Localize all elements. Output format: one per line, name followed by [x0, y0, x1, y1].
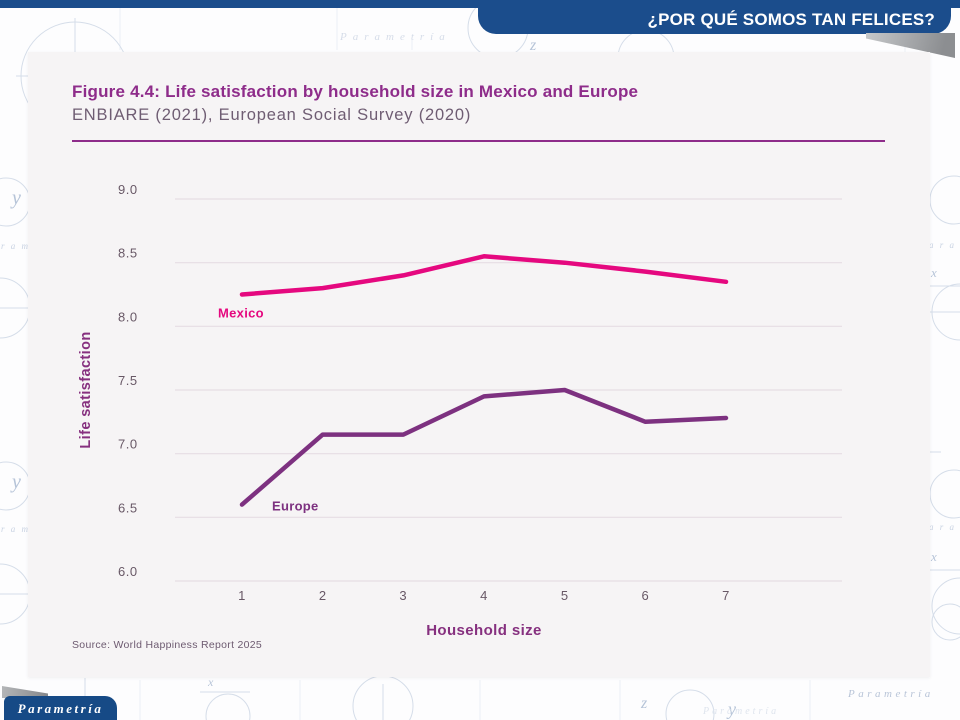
- y-tick-label: 9.0: [118, 182, 138, 197]
- x-axis-title: Household size: [426, 622, 542, 639]
- bg-watermark: Parametría: [703, 706, 780, 717]
- y-axis-title: Life satisfaction: [78, 331, 94, 448]
- bg-letter-z: z: [641, 695, 648, 712]
- bg-letter-x: x: [208, 675, 214, 689]
- y-tick-label: 8.5: [118, 246, 138, 261]
- x-tick-label: 7: [722, 588, 730, 603]
- bg-letter-y: y: [12, 471, 21, 493]
- bg-watermark: Parametría: [848, 688, 934, 700]
- source-note: Source: World Happiness Report 2025: [72, 639, 263, 651]
- x-tick-label: 5: [561, 588, 569, 603]
- bg-letter-x: x: [931, 549, 937, 564]
- europe-label: Europe: [272, 499, 319, 514]
- figure-card: Figure 4.4: Life satisfaction by househo…: [28, 52, 930, 677]
- bg-letter-y: y: [12, 187, 21, 209]
- mexico-label: Mexico: [218, 306, 264, 321]
- figure-title: Figure 4.4: Life satisfaction by househo…: [72, 82, 639, 101]
- y-tick-label: 6.0: [118, 564, 138, 579]
- header-band: ¿POR QUÉ SOMOS TAN FELICES?: [478, 0, 951, 34]
- logo-text: Parametría: [17, 701, 104, 716]
- y-tick-label: 7.0: [118, 437, 138, 452]
- bg-letter-z: z: [530, 37, 537, 54]
- europe-line: [239, 387, 729, 507]
- bg-watermark: Parametría: [340, 31, 451, 43]
- bg-letter-x: x: [931, 265, 937, 280]
- y-tick-label: 6.5: [118, 500, 138, 515]
- x-tick-label: 2: [319, 588, 327, 603]
- y-tick-label: 7.5: [118, 373, 138, 388]
- x-tick-label: 4: [480, 588, 488, 603]
- x-tick-label: 3: [399, 588, 407, 603]
- x-tick-label: 6: [642, 588, 650, 603]
- bg-watermark-fragment: r a m: [1, 241, 31, 251]
- parametria-logo: Parametría: [4, 696, 117, 720]
- slide-title: ¿POR QUÉ SOMOS TAN FELICES?: [647, 9, 935, 29]
- bg-letter-y: y: [728, 699, 736, 719]
- life-satisfaction-line-chart: 9.0 8.5 8.0 7.5 7.0 6.5 6.0 1 2 3 4 5 6 7 Mexico Europe…: [78, 182, 842, 639]
- x-tick-label: 1: [238, 588, 246, 603]
- bg-watermark-fragment: a r a: [929, 240, 957, 250]
- divider-line: [72, 140, 885, 142]
- mexico-line: [239, 254, 729, 297]
- bg-watermark-fragment: r a m: [1, 524, 31, 534]
- y-tick-label: 8.0: [118, 309, 138, 324]
- figure-subtitle: ENBIARE (2021), European Social Survey (…: [72, 106, 472, 124]
- bg-watermark-fragment: a r a: [929, 522, 957, 532]
